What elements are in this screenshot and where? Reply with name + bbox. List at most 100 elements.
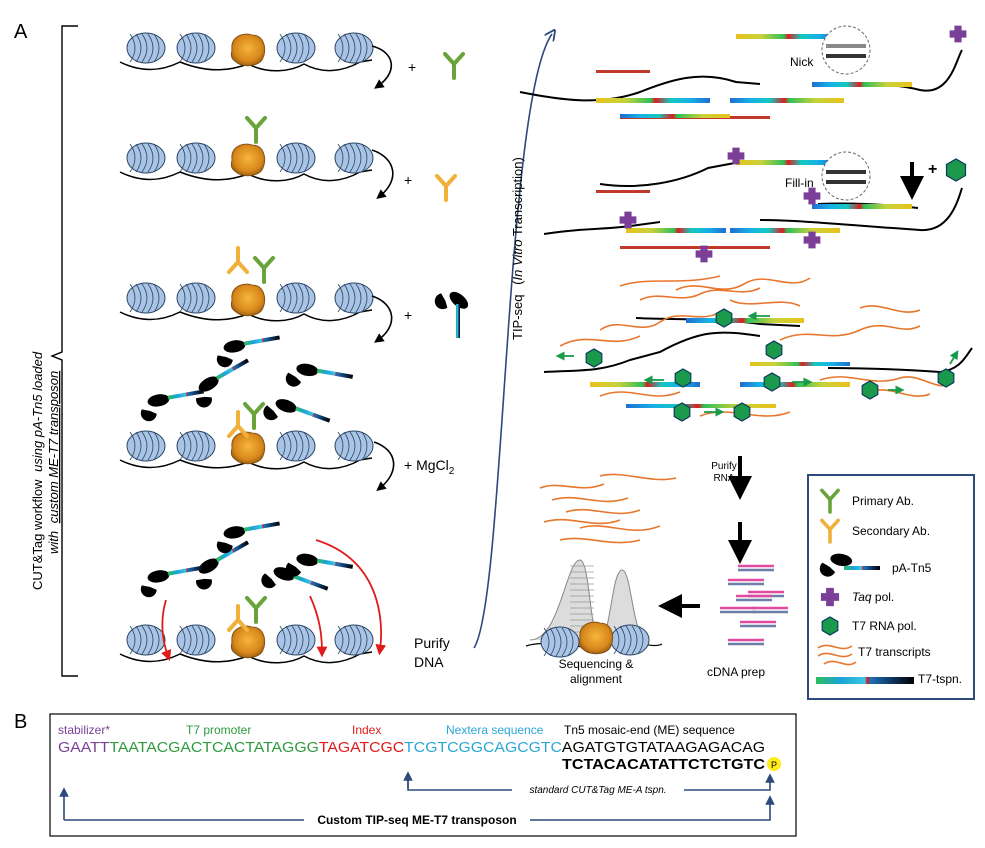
plus-primary: + xyxy=(408,59,416,75)
standard-bracket-right xyxy=(684,773,775,791)
t7-pol-icon xyxy=(733,402,751,422)
nucleosome xyxy=(126,624,166,656)
nucleosome xyxy=(334,282,374,314)
dna-strand xyxy=(519,49,963,102)
purified-rna xyxy=(551,496,629,503)
svg-text:with custom ME-T7 transp: with custom ME-T7 transposon xyxy=(46,371,61,554)
t7-transcript xyxy=(599,311,721,331)
chromatin-row-1 xyxy=(119,32,374,72)
nucleosome xyxy=(610,624,650,656)
tip-seq-label: TIP-seq (In Vitro Transcription) xyxy=(510,157,525,340)
pa-tn5-icon xyxy=(216,335,280,368)
t7-pol-icon xyxy=(585,348,603,368)
purified-rna xyxy=(559,537,641,544)
pa-tn5-icon xyxy=(434,291,469,310)
nucleosome xyxy=(126,282,166,314)
nucleosome xyxy=(126,32,166,64)
antibody-icon xyxy=(435,174,457,202)
t7-transcript xyxy=(619,275,721,287)
taq-pol-icon xyxy=(803,187,821,205)
phosphate-icon xyxy=(767,757,781,771)
stabilizer-label: stabilizer* xyxy=(58,723,110,737)
legend-transcript-icon xyxy=(817,652,853,658)
nucleosome xyxy=(176,32,216,64)
sequence-box xyxy=(49,713,797,837)
t7-transcript xyxy=(559,335,641,347)
pa-tn5-icon xyxy=(196,540,249,590)
pa-tn5-icon xyxy=(285,553,354,577)
plus-t7-label: + xyxy=(928,161,937,178)
purified-rna xyxy=(599,473,677,481)
tf-blob xyxy=(230,33,266,67)
t7-pol-icon xyxy=(763,372,781,392)
t7-pol-icon xyxy=(945,158,967,182)
step-arrow-4 xyxy=(373,441,395,492)
nick-inset xyxy=(821,25,871,75)
t7-pol-icon xyxy=(765,340,783,360)
taq-pol-icon xyxy=(619,211,637,229)
legend-pa-tn5: pA-Tn5 xyxy=(892,561,932,575)
nextera-label: Nextera sequence xyxy=(446,723,544,737)
workflow-brace xyxy=(50,25,78,677)
antibody-icon xyxy=(820,518,840,544)
pa-tn5-icon xyxy=(140,389,204,422)
transcription-direction-arrow xyxy=(949,350,959,365)
t7-transcript xyxy=(675,277,811,291)
nucleosome xyxy=(276,142,316,174)
t7-pol-icon xyxy=(673,402,691,422)
t7-pol-icon xyxy=(715,308,733,328)
legend-taq: Taq pol. xyxy=(852,590,894,604)
nucleosome xyxy=(176,282,216,314)
workflow-side-label: CUT&Tag workflow using pA-Tn5 loaded wit… xyxy=(30,351,61,590)
plus-secondary: + xyxy=(404,172,412,188)
cut-arrow xyxy=(309,595,328,658)
antibody-icon xyxy=(227,410,249,438)
custom-tspn-label: Custom TIP-seq ME-T7 transposon xyxy=(317,813,516,827)
nucleosome xyxy=(276,32,316,64)
sequencing-peaks xyxy=(525,559,663,658)
chromatin-row-3 xyxy=(119,282,374,322)
cdna-duplex xyxy=(740,620,776,628)
nucleosome xyxy=(334,624,374,656)
nucleosome xyxy=(276,624,316,656)
legend-transcript-icon xyxy=(817,644,853,650)
t7-pol-icon xyxy=(674,368,692,388)
purify-dna-label: Purify DNA xyxy=(414,635,450,670)
antibody-icon xyxy=(253,256,275,284)
nucleosome xyxy=(176,142,216,174)
legend-icons xyxy=(816,488,914,684)
step-arrow-1 xyxy=(371,45,393,89)
transposon-top-strand: GAATT TAATACGACTCACTATAGGG TAGATCGC TCGTCGG… xyxy=(58,739,765,756)
cdna-duplex xyxy=(720,606,756,614)
pa-tn5-icon xyxy=(263,399,331,423)
chromatin-row-5 xyxy=(119,624,374,664)
chromatin-row-4 xyxy=(119,430,374,470)
tf-blob xyxy=(230,143,266,177)
legend-box xyxy=(807,474,975,700)
me-label: Tn5 mosaic-end (ME) sequence xyxy=(564,723,735,737)
tip-seq-arrow xyxy=(473,34,552,649)
purified-rna xyxy=(579,525,661,532)
t7-promoter-label: T7 promoter xyxy=(186,723,251,737)
cdna-duplex xyxy=(728,578,764,586)
legend-secondary: Secondary Ab. xyxy=(852,524,930,538)
t7-transcript xyxy=(599,391,681,397)
legend-transcript-icon xyxy=(823,660,857,666)
step-arrow-3 xyxy=(371,295,393,343)
cdna-duplex xyxy=(736,594,772,602)
dna-strand xyxy=(543,187,963,235)
plus-tn5: + xyxy=(404,307,412,323)
t7-transcript xyxy=(639,287,761,301)
legend-t7-pol: T7 RNA pol. xyxy=(852,619,917,633)
nucleosome xyxy=(176,624,216,656)
nick-label: Nick xyxy=(790,55,814,69)
pa-tn5-icon xyxy=(285,363,354,387)
legend-t7-transcripts: T7 transcripts xyxy=(858,645,931,659)
t7-transcript xyxy=(729,299,801,307)
pa-tn5-icon xyxy=(819,553,853,577)
transposon-bottom-strand: TCTACACATATTCTCTGTC xyxy=(562,756,765,773)
dna-strand xyxy=(543,331,973,374)
t7-transcript xyxy=(819,376,951,387)
custom-bracket-right xyxy=(530,795,775,821)
t7-pol-icon xyxy=(937,368,955,388)
